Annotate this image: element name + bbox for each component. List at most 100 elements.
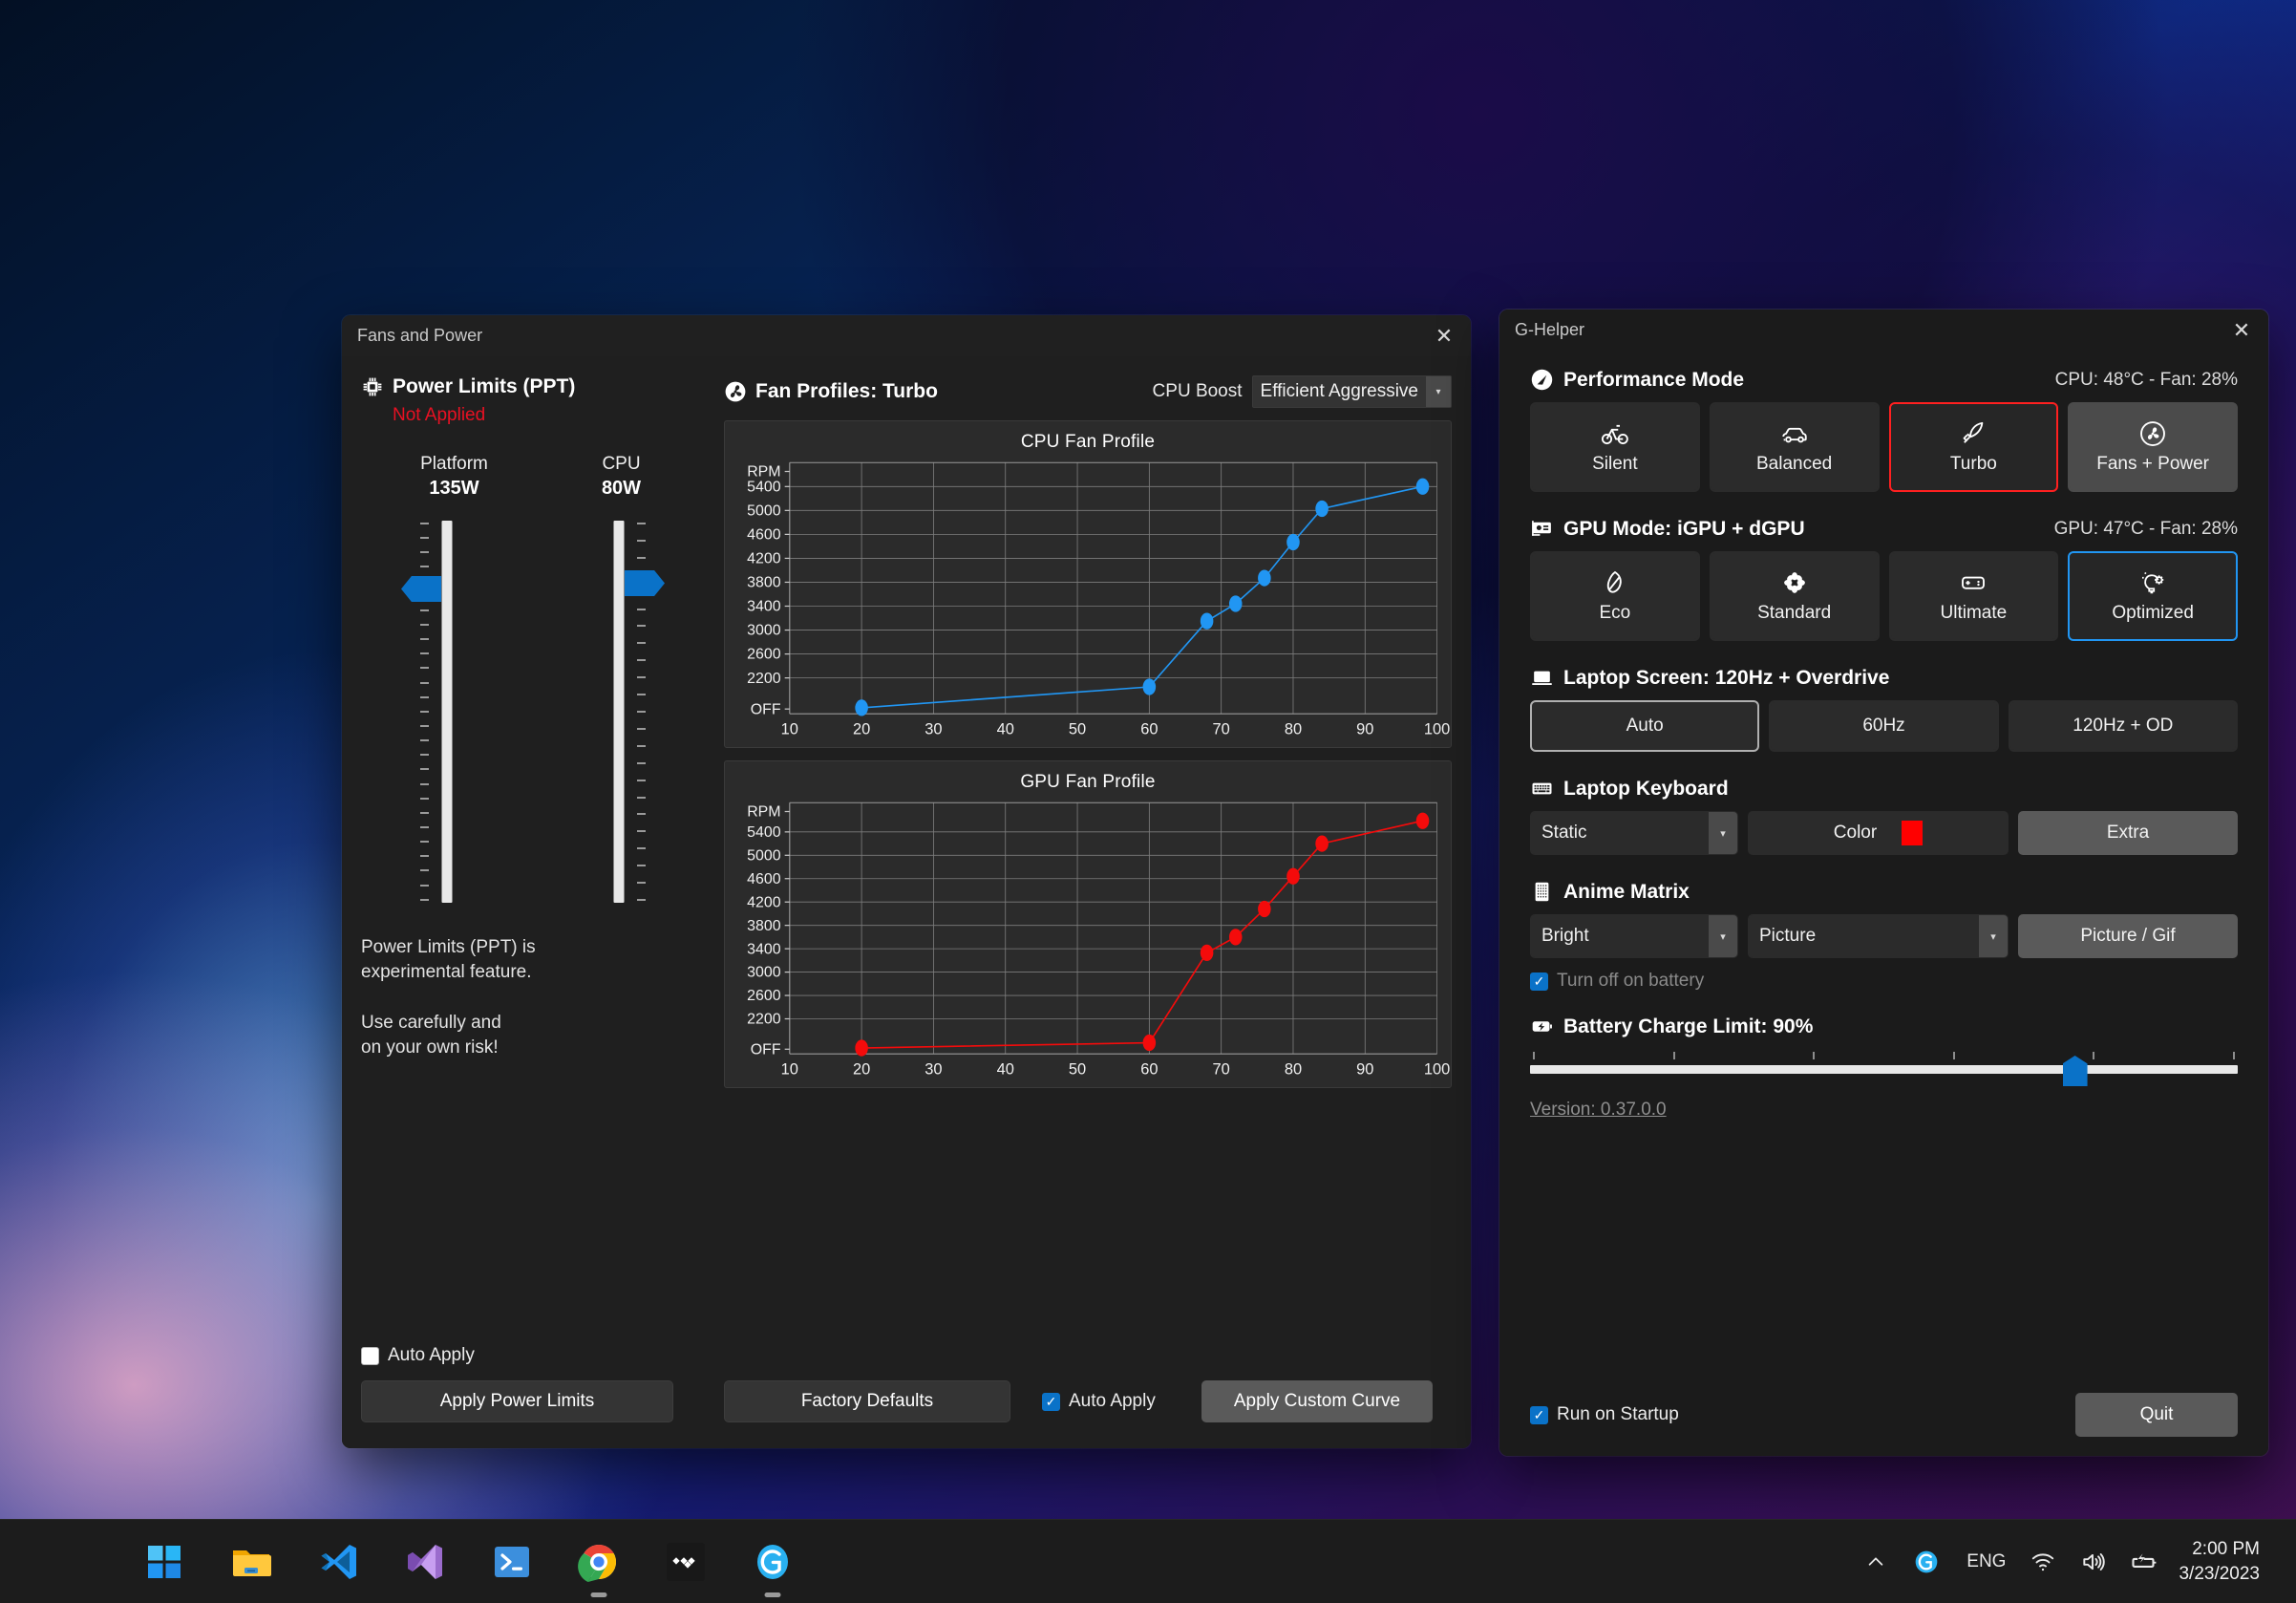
network-button[interactable] <box>2018 1529 2068 1594</box>
ppt-auto-apply-row[interactable]: Auto Apply <box>361 1345 475 1366</box>
gpu-tile-optimized[interactable]: Optimized <box>2068 551 2238 641</box>
platform-slider-thumb[interactable] <box>401 576 441 602</box>
performance-tile-fans-power[interactable]: Fans + Power <box>2068 402 2238 492</box>
cpu-slider-thumb[interactable] <box>625 570 665 596</box>
volume-button[interactable] <box>2068 1529 2117 1594</box>
keyboard-color-swatch[interactable] <box>1902 821 1924 845</box>
gpu-tile-ultimate[interactable]: Ultimate <box>1888 551 2059 641</box>
version-link[interactable]: Version: 0.37.0.0 <box>1530 1100 1667 1120</box>
performance-tile-fans-power-label: Fans + Power <box>2096 454 2209 474</box>
close-icon[interactable]: ✕ <box>2232 317 2251 342</box>
power-limits-sliders <box>361 521 705 903</box>
svg-text:5000: 5000 <box>747 848 781 865</box>
svg-text:5400: 5400 <box>747 479 781 495</box>
svg-text:4200: 4200 <box>747 894 781 910</box>
tidal-icon <box>667 1542 705 1581</box>
svg-text:3400: 3400 <box>747 941 781 957</box>
battery-bolt-icon <box>1532 1021 1552 1032</box>
flower-icon <box>1783 572 1805 593</box>
gpu-chart-title: GPU Fan Profile <box>1020 772 1156 793</box>
gpu-card-icon <box>1532 521 1551 536</box>
svg-text:3400: 3400 <box>747 599 781 615</box>
screen-option-120hz-od[interactable]: 120Hz + OD <box>2008 700 2238 752</box>
performance-tile-silent[interactable]: Silent <box>1530 402 1700 492</box>
keyboard-color-label: Color <box>1833 823 1878 843</box>
anime-brightness-dropdown[interactable]: Bright ▾ <box>1530 914 1738 958</box>
power-limits-panel: Power Limits (PPT) Not Applied Platform … <box>361 375 705 1060</box>
svg-text:20: 20 <box>853 721 870 738</box>
keyboard-color-button[interactable]: Color <box>1748 811 2009 855</box>
gpu-fan-chart-svg[interactable]: OFF 2200 2600 3000 3400 3800 4200 4600 5000 5400 R… <box>725 793 1451 1087</box>
show-hidden-icons-button[interactable] <box>1853 1529 1899 1594</box>
anime-controls: Bright ▾ Picture ▾ Picture / Gif <box>1530 914 2238 958</box>
curve-auto-apply-row[interactable]: ✓ Auto Apply <box>1042 1391 1156 1412</box>
cpu-value-group: CPU 80W <box>538 454 705 500</box>
folder-icon <box>233 1550 271 1576</box>
keyboard-header: Laptop Keyboard <box>1530 777 2238 801</box>
cpu-slider-track <box>613 521 625 903</box>
language-indicator[interactable]: ENG <box>1966 1550 2007 1571</box>
cpu-boost-dropdown[interactable]: Efficient Aggressive ▾ <box>1251 375 1452 408</box>
ghelper-footer: ✓ Run on Startup Quit <box>1530 1393 2238 1437</box>
keyboard-mode-dropdown[interactable]: Static ▾ <box>1530 811 1738 855</box>
svg-text:60: 60 <box>1140 721 1158 738</box>
clock[interactable]: 2:00 PM 3/23/2023 <box>2169 1529 2277 1594</box>
tidal-button[interactable] <box>663 1539 709 1585</box>
fan-profiles-heading-row: Fan Profiles: Turbo <box>724 380 938 403</box>
cpu-fan-profile-chart[interactable]: CPU Fan Profile OFF 2200 2600 3000 3400 3800 4… <box>724 420 1452 749</box>
cpu-boost-value: Efficient Aggressive <box>1260 381 1418 401</box>
keyboard-mode-value: Static <box>1541 823 1587 843</box>
gpu-tile-ultimate-label: Ultimate <box>1940 603 2008 623</box>
svg-text:30: 30 <box>925 721 942 738</box>
cpu-fan-chart-svg[interactable]: OFF 2200 2600 3000 3400 3800 4200 4600 5000 5400R… <box>725 453 1451 747</box>
tray-g-helper-icon[interactable] <box>1899 1529 1954 1594</box>
visual-studio-button[interactable] <box>402 1539 448 1585</box>
gpu-tile-eco[interactable]: Eco <box>1530 551 1700 641</box>
anime-matrix-icon <box>1535 882 1549 902</box>
g-helper-button[interactable] <box>750 1539 796 1597</box>
run-on-startup-checkbox[interactable]: ✓ <box>1530 1405 1548 1424</box>
windows-terminal-button[interactable] <box>489 1539 535 1585</box>
performance-mode-tiles: Silent Balanced <box>1530 402 2238 492</box>
ppt-auto-apply-checkbox[interactable] <box>361 1346 379 1365</box>
cpu-boost-label: CPU Boost <box>1152 381 1243 401</box>
svg-text:50: 50 <box>1069 721 1086 738</box>
keyboard-extra-button[interactable]: Extra <box>2018 811 2238 855</box>
close-icon[interactable]: ✕ <box>1435 323 1454 348</box>
performance-tile-balanced-label: Balanced <box>1756 454 1833 474</box>
laptop-screen-icon <box>1532 671 1552 685</box>
quit-button[interactable]: Quit <box>2075 1393 2238 1437</box>
start-button[interactable] <box>141 1539 187 1585</box>
anime-picture-gif-button[interactable]: Picture / Gif <box>2018 914 2238 958</box>
running-indicator <box>764 1592 781 1597</box>
anime-content-dropdown[interactable]: Picture ▾ <box>1748 914 2009 958</box>
battery-charge-slider[interactable] <box>1530 1052 2238 1086</box>
anime-battery-checkbox[interactable]: ✓ <box>1530 972 1548 991</box>
battery-slider-thumb[interactable] <box>2062 1056 2088 1086</box>
gpu-tile-standard[interactable]: Standard <box>1709 551 1880 641</box>
screen-option-60hz[interactable]: 60Hz <box>1769 700 1999 752</box>
apply-power-limits-button[interactable]: Apply Power Limits <box>361 1380 673 1422</box>
performance-tile-balanced[interactable]: Balanced <box>1709 402 1880 492</box>
cpu-slider[interactable] <box>533 521 705 903</box>
svg-text:20: 20 <box>853 1061 870 1079</box>
power-limits-status: Not Applied <box>393 405 486 425</box>
factory-defaults-button[interactable]: Factory Defaults <box>724 1380 1010 1422</box>
curve-auto-apply-checkbox[interactable]: ✓ <box>1042 1392 1060 1411</box>
performance-tile-turbo[interactable]: Turbo <box>1888 402 2059 492</box>
battery-button[interactable] <box>2117 1529 2169 1594</box>
run-on-startup-row[interactable]: ✓ Run on Startup <box>1530 1404 1679 1425</box>
curve-auto-apply-label: Auto Apply <box>1069 1391 1156 1411</box>
platform-slider[interactable] <box>361 521 533 903</box>
apply-custom-curve-button[interactable]: Apply Custom Curve <box>1201 1380 1433 1422</box>
svg-text:90: 90 <box>1356 1061 1373 1079</box>
gpu-fan-profile-chart[interactable]: GPU Fan Profile OFF 2200 2600 3000 3400 3800 4… <box>724 760 1452 1089</box>
google-chrome-button[interactable] <box>576 1539 622 1597</box>
screen-option-auto[interactable]: Auto <box>1530 700 1760 752</box>
file-explorer-button[interactable] <box>228 1539 274 1585</box>
ghelper-titlebar: G-Helper ✕ <box>1499 310 2268 351</box>
anime-content-value: Picture <box>1759 926 1817 946</box>
anime-battery-row[interactable]: ✓ Turn off on battery <box>1530 971 2238 992</box>
vs-code-button[interactable] <box>315 1539 361 1585</box>
